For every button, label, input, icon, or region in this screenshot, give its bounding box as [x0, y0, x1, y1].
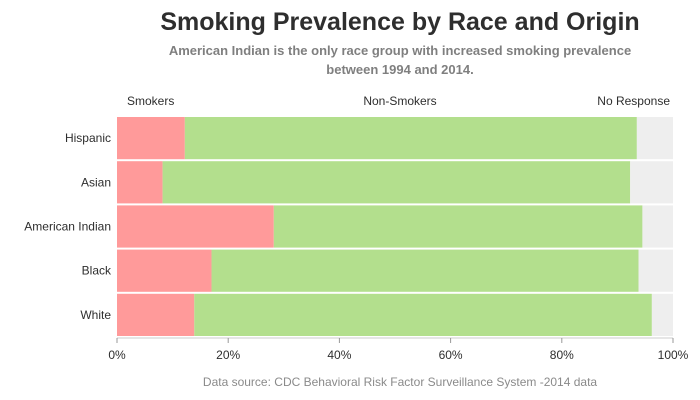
- x-tick-label: 40%: [327, 348, 351, 362]
- x-tick-label: 20%: [216, 348, 240, 362]
- chart-subtitle: American Indian is the only race group w…: [150, 41, 650, 79]
- bar-non-smokers-white: [194, 293, 652, 336]
- bar-no-response-asian: [630, 161, 673, 204]
- bar-no-response-black: [638, 249, 673, 292]
- subtitle-line-1: American Indian is the only race group w…: [168, 43, 632, 58]
- bar-non-smokers-hispanic: [184, 117, 637, 160]
- bar-smokers-asian: [117, 161, 163, 204]
- bar-smokers-black: [117, 249, 212, 292]
- legend-label-no-response: No Response: [597, 94, 670, 108]
- bar-smokers-american-indian: [117, 205, 274, 248]
- chart-title: Smoking Prevalence by Race and Origin: [160, 8, 640, 36]
- bar-non-smokers-asian: [162, 161, 631, 204]
- category-label-asian: Asian: [81, 175, 111, 189]
- category-label-white: White: [80, 308, 111, 322]
- legend-label-non-smokers: Non-Smokers: [363, 94, 436, 108]
- bar-non-smokers-black: [211, 249, 639, 292]
- data-source-note: Data source: CDC Behavioral Risk Factor …: [202, 375, 598, 389]
- bar-non-smokers-american-indian: [273, 205, 643, 248]
- category-label-american-indian: American Indian: [24, 220, 111, 234]
- x-tick-label: 80%: [550, 348, 574, 362]
- x-tick-label: 0%: [108, 348, 126, 362]
- bar-smokers-white: [117, 293, 195, 336]
- subtitle-line-2: between 1994 and 2014.: [326, 62, 474, 77]
- bar-no-response-white: [651, 293, 673, 336]
- legend-label-smokers: Smokers: [127, 94, 174, 108]
- x-tick-label: 60%: [439, 348, 463, 362]
- x-tick-label: 100%: [658, 348, 689, 362]
- category-label-black: Black: [82, 264, 112, 278]
- bar-no-response-american-indian: [642, 205, 673, 248]
- bar-smokers-hispanic: [117, 117, 185, 160]
- category-label-hispanic: Hispanic: [65, 131, 111, 145]
- bar-no-response-hispanic: [636, 117, 673, 160]
